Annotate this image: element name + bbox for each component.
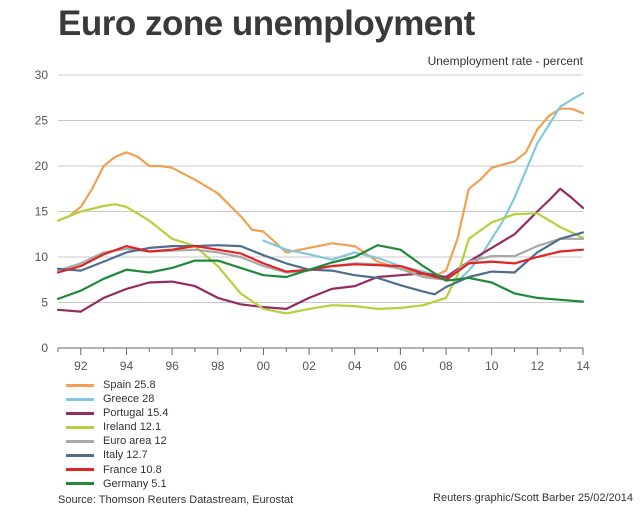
legend-item: Greece 28	[66, 392, 168, 406]
y-axis-tick-labels: 0 5 10 15 20 25 30	[35, 68, 49, 355]
x-tick-label: 14	[576, 359, 590, 373]
credit-note: Reuters graphic/Scott Barber 25/02/2014	[433, 492, 633, 504]
series-line	[56, 107, 585, 278]
legend-swatch	[66, 397, 94, 401]
x-axis	[57, 347, 584, 355]
chart-title: Euro zone unemployment	[58, 4, 475, 43]
y-tick-label: 0	[41, 341, 48, 355]
legend-swatch	[66, 468, 94, 472]
series-line	[56, 203, 585, 315]
legend-label: Italy 12.7	[103, 449, 148, 462]
legend-label: Spain 25.8	[103, 379, 156, 391]
legend-label: Germany 5.1	[103, 477, 167, 490]
legend-label: Ireland 12.1	[103, 421, 162, 434]
series-lines	[56, 92, 585, 315]
x-tick-label: 08	[439, 359, 453, 373]
legend-swatch	[66, 383, 94, 387]
y-tick-label: 15	[35, 205, 49, 219]
y-tick-label: 25	[35, 114, 49, 128]
legend-swatch	[66, 411, 94, 415]
series-line	[56, 187, 585, 313]
x-tick-label: 92	[74, 359, 88, 373]
legend-swatch	[66, 454, 94, 458]
legend-swatch	[66, 425, 94, 429]
y-tick-label: 30	[35, 68, 49, 82]
series-line	[56, 244, 585, 303]
chart-subtitle: Unemployment rate - percent	[427, 54, 583, 68]
legend-item: France 10.8	[66, 463, 168, 477]
series-line	[56, 231, 585, 296]
x-tick-label: 10	[485, 359, 499, 373]
x-tick-label: 98	[211, 359, 225, 373]
x-axis-tick-labels: 92 94 96 98 00 02 04 06 08 10 12 14	[74, 359, 590, 373]
x-tick-label: 06	[394, 359, 408, 373]
legend-label: Greece 28	[103, 393, 155, 406]
x-tick-label: 04	[348, 359, 362, 373]
source-note: Source: Thomson Reuters Datastream, Euro…	[58, 494, 294, 506]
x-tick-label: 94	[120, 359, 134, 373]
y-tick-label: 20	[35, 159, 49, 173]
legend-item: Italy 12.7	[66, 448, 168, 462]
legend-item: Germany 5.1	[66, 477, 168, 491]
x-tick-label: 02	[302, 359, 316, 373]
y-tick-label: 10	[35, 250, 49, 264]
legend-item: Euro area 12	[66, 434, 168, 448]
y-tick-label: 5	[41, 296, 48, 310]
legend-item: Spain 25.8	[66, 378, 168, 392]
x-tick-label: 00	[257, 359, 271, 373]
legend-swatch	[66, 439, 94, 443]
legend: Spain 25.8 Greece 28 Portugal 15.4 Ireland …	[66, 378, 168, 491]
x-tick-label: 96	[165, 359, 179, 373]
legend-item: Portugal 15.4	[66, 406, 168, 420]
legend-label: Portugal 15.4	[103, 407, 169, 420]
series-line	[262, 92, 585, 283]
legend-item: Ireland 12.1	[66, 420, 168, 434]
x-tick-label: 12	[531, 359, 545, 373]
legend-label: France 10.8	[103, 463, 162, 476]
legend-label: Euro area 12	[103, 435, 167, 448]
series-line	[56, 245, 585, 281]
legend-swatch	[66, 482, 94, 486]
